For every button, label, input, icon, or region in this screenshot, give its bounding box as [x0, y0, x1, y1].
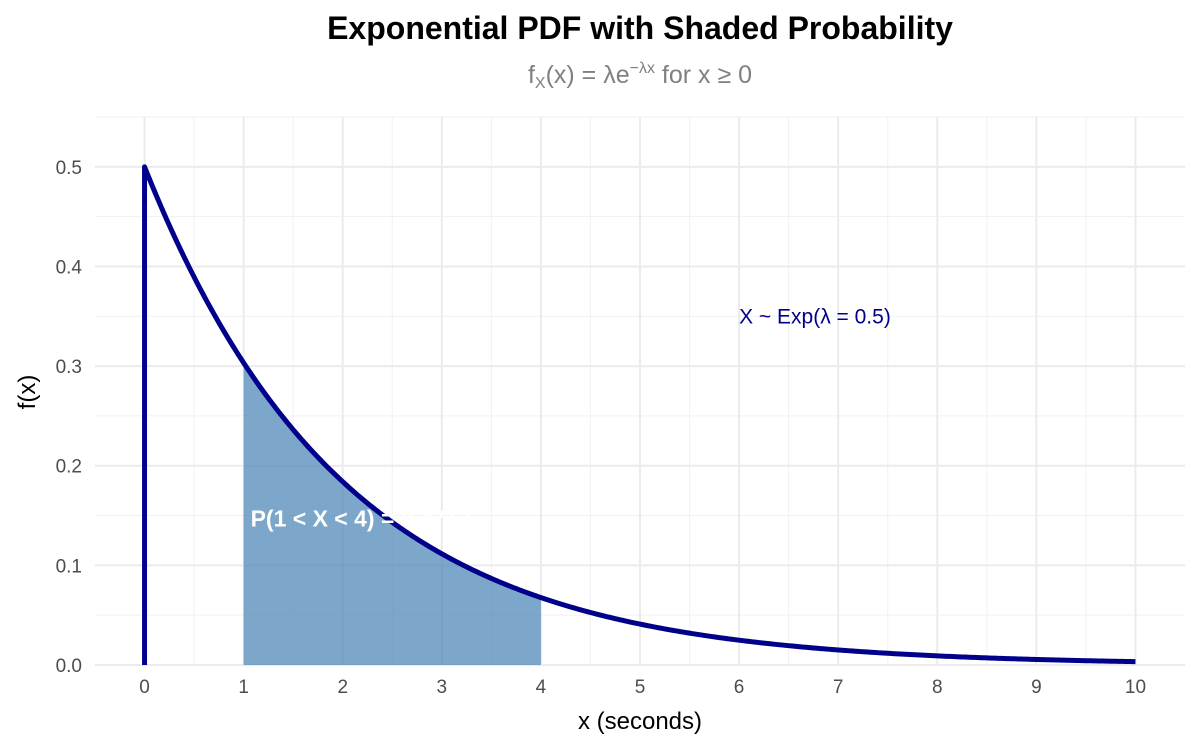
- x-axis-title: x (seconds): [578, 708, 702, 735]
- pdf-curve-layer: [142, 164, 1136, 665]
- y-tick-label: 0.3: [56, 357, 82, 378]
- x-tick-label: 0: [139, 677, 150, 698]
- x-tick-label: 1: [238, 677, 249, 698]
- tick-labels: 0 1 2 3 4 5 6 7 8 9 10 0.0 0.1 0.2 0.3 0.4 0.5: [56, 158, 1146, 698]
- x-tick-label: 2: [337, 677, 348, 698]
- x-tick-label: 9: [1031, 677, 1042, 698]
- y-tick-label: 0.2: [56, 457, 82, 478]
- probability-annotation: P(1 < X < 4) = 0.4712: [251, 506, 472, 532]
- x-tick-label: 3: [437, 677, 448, 698]
- subtitle-f: f: [527, 61, 535, 89]
- subtitle-condition: for x ≥ 0: [654, 61, 753, 89]
- chart-subtitle: fX(x) = λe−λx for x ≥ 0: [0, 60, 1200, 93]
- y-tick-label: 0.4: [56, 257, 83, 278]
- x-tick-label: 6: [734, 677, 745, 698]
- chart-title: Exponential PDF with Shaded Probability: [327, 10, 953, 46]
- shaded-area-layer: [243, 362, 541, 665]
- pdf-curve: [142, 164, 1136, 665]
- subtitle-exponent: −λx: [629, 60, 655, 77]
- annotations: X ~ Exp(λ = 0.5) P(1 < X < 4) = 0.4712: [251, 305, 891, 531]
- y-tick-label: 0.0: [56, 656, 82, 677]
- x-tick-label: 5: [635, 677, 646, 698]
- x-tick-label: 7: [833, 677, 844, 698]
- subtitle-formula: (x) = λe: [545, 61, 630, 89]
- y-tick-label: 0.1: [56, 556, 82, 577]
- shaded-probability-area: [243, 362, 541, 665]
- x-tick-label: 4: [536, 677, 547, 698]
- y-tick-label: 0.5: [56, 158, 82, 179]
- x-tick-label: 8: [932, 677, 943, 698]
- x-tick-label: 10: [1125, 677, 1146, 698]
- subtitle-subscript: X: [534, 75, 546, 92]
- distribution-annotation: X ~ Exp(λ = 0.5): [739, 305, 891, 328]
- y-axis-title: f(x): [14, 375, 41, 410]
